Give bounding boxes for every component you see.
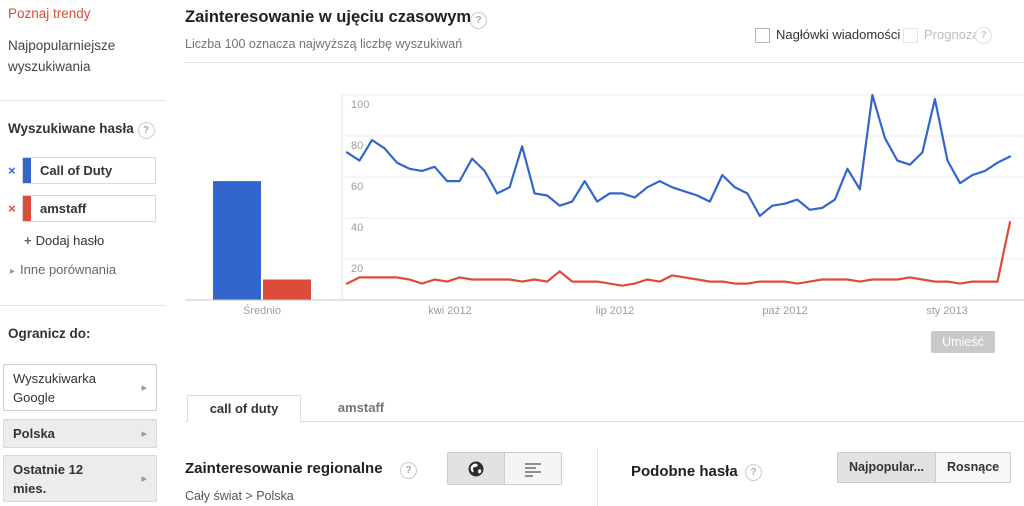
remove-term-icon[interactable]: × <box>8 201 16 216</box>
term-color-stripe <box>23 196 31 221</box>
sidebar-divider <box>0 100 166 101</box>
help-icon[interactable]: ? <box>470 12 487 29</box>
forecast-label: Prognoza <box>924 27 980 42</box>
related-terms-sort: Najpopular... Rosnące <box>837 452 1012 483</box>
term-input[interactable]: amstaff <box>22 195 156 222</box>
sidebar-divider <box>0 305 166 306</box>
filter-time-range[interactable]: Ostatnie 12 mies. ▸ <box>3 455 157 502</box>
x-axis-tick-label: sty 2013 <box>926 305 968 317</box>
search-terms-heading: Wyszukiwane hasła ? <box>8 121 155 139</box>
header-divider <box>185 62 1024 63</box>
term-label: Call of Duty <box>40 163 113 178</box>
list-icon <box>525 462 541 477</box>
chevron-right-icon: ▸ <box>141 473 147 485</box>
term-row: × Call of Duty <box>0 157 160 185</box>
remove-term-icon[interactable]: × <box>8 163 16 178</box>
map-view-button[interactable] <box>448 453 504 484</box>
y-axis-tick-label: 60 <box>351 181 363 193</box>
y-axis-tick-label: 40 <box>351 222 363 234</box>
triangle-right-icon: ▸ <box>10 266 16 277</box>
other-comparisons-link[interactable]: ▸ Inne porównania <box>10 262 117 277</box>
regional-view-toggle <box>447 452 562 485</box>
term-row: × amstaff <box>0 195 160 223</box>
y-axis-tick-label: 20 <box>351 263 363 275</box>
list-view-button[interactable] <box>504 453 561 484</box>
trend-chart-svg: 20 40 60 80 100 Średnio kwi 2012 lip 2012 paź 20… <box>185 93 1024 317</box>
average-bar <box>213 181 261 300</box>
globe-icon <box>468 461 484 476</box>
y-axis-tick-label: 80 <box>351 140 363 152</box>
embed-button[interactable]: Umieść <box>931 331 995 353</box>
interest-over-time-chart: 20 40 60 80 100 Średnio kwi 2012 lip 2012 paź 20… <box>185 85 1024 325</box>
forecast-checkbox[interactable] <box>903 28 918 43</box>
filter-region[interactable]: Polska ▸ <box>3 419 157 448</box>
x-axis-tick-label: lip 2012 <box>596 305 635 317</box>
news-headlines-label: Nagłówki wiadomości <box>776 27 901 42</box>
average-bar <box>263 279 311 300</box>
term-color-stripe <box>23 158 31 183</box>
average-axis-label: Średnio <box>243 304 281 317</box>
y-axis-tick-label: 100 <box>351 99 369 111</box>
help-icon[interactable]: ? <box>400 462 417 479</box>
limit-to-heading: Ogranicz do: <box>8 326 91 341</box>
x-axis-tick-label: paź 2012 <box>762 305 807 317</box>
help-icon[interactable]: ? <box>137 122 155 139</box>
term-tabs: call of duty amstaff <box>185 395 1024 422</box>
term-input[interactable]: Call of Duty <box>22 157 156 184</box>
trend-line <box>345 93 1012 217</box>
tab-call-of-duty[interactable]: call of duty <box>187 395 301 422</box>
term-label: amstaff <box>40 201 87 216</box>
panel-divider <box>597 448 598 506</box>
plus-icon: + <box>24 233 32 248</box>
help-icon[interactable]: ? <box>975 27 992 44</box>
sidebar: Poznaj trendy Najpopularniejsze wyszukiw… <box>0 0 166 506</box>
trend-line <box>345 221 1012 287</box>
chevron-right-icon: ▸ <box>141 428 147 440</box>
page-title: Zainteresowanie w ujęciu czasowym <box>185 8 472 26</box>
filter-search-type[interactable]: Wyszukiwarka Google ▸ <box>3 364 157 411</box>
breadcrumb[interactable]: Cały świat > Polska <box>185 489 294 503</box>
rising-terms-button[interactable]: Rosnące <box>936 452 1012 483</box>
x-axis-tick-label: kwi 2012 <box>428 305 471 317</box>
top-searches-link[interactable]: Najpopularniejsze wyszukiwania <box>8 38 116 74</box>
tab-amstaff[interactable]: amstaff <box>337 400 385 415</box>
related-terms-title: Podobne hasła <box>631 463 738 480</box>
help-icon[interactable]: ? <box>745 464 762 481</box>
regional-interest-title: Zainteresowanie regionalne <box>185 460 383 477</box>
explore-trends-link[interactable]: Poznaj trendy <box>8 6 91 21</box>
news-headlines-checkbox[interactable] <box>755 28 770 43</box>
chevron-right-icon: ▸ <box>141 382 147 394</box>
chart-subtitle: Liczba 100 oznacza najwyższą liczbę wysz… <box>185 37 463 51</box>
top-terms-button[interactable]: Najpopular... <box>837 452 937 483</box>
add-term-button[interactable]: + Dodaj hasło <box>24 233 105 248</box>
